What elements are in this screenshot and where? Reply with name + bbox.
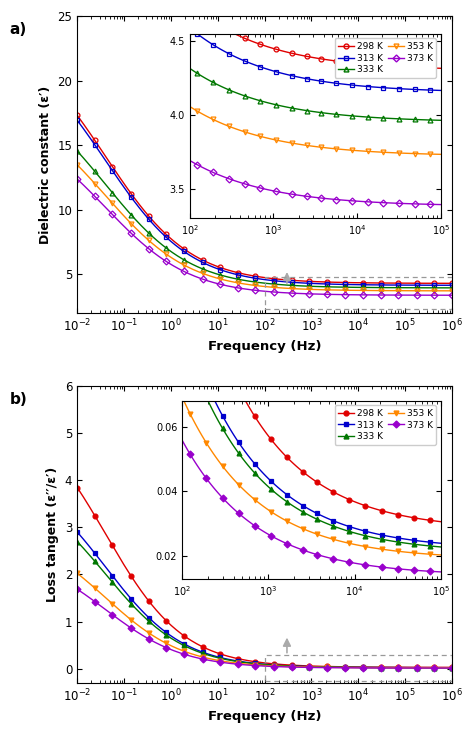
Text: b): b) — [10, 392, 27, 407]
Y-axis label: Dielectric constant (ε′): Dielectric constant (ε′) — [39, 85, 52, 244]
Y-axis label: Loss tangent (ε′′/ε′): Loss tangent (ε′′/ε′) — [46, 467, 59, 602]
X-axis label: Frequency (Hz): Frequency (Hz) — [208, 710, 321, 723]
X-axis label: Frequency (Hz): Frequency (Hz) — [208, 340, 321, 353]
Bar — [264, 277, 452, 309]
Text: a): a) — [10, 22, 27, 37]
Bar — [264, 655, 452, 680]
